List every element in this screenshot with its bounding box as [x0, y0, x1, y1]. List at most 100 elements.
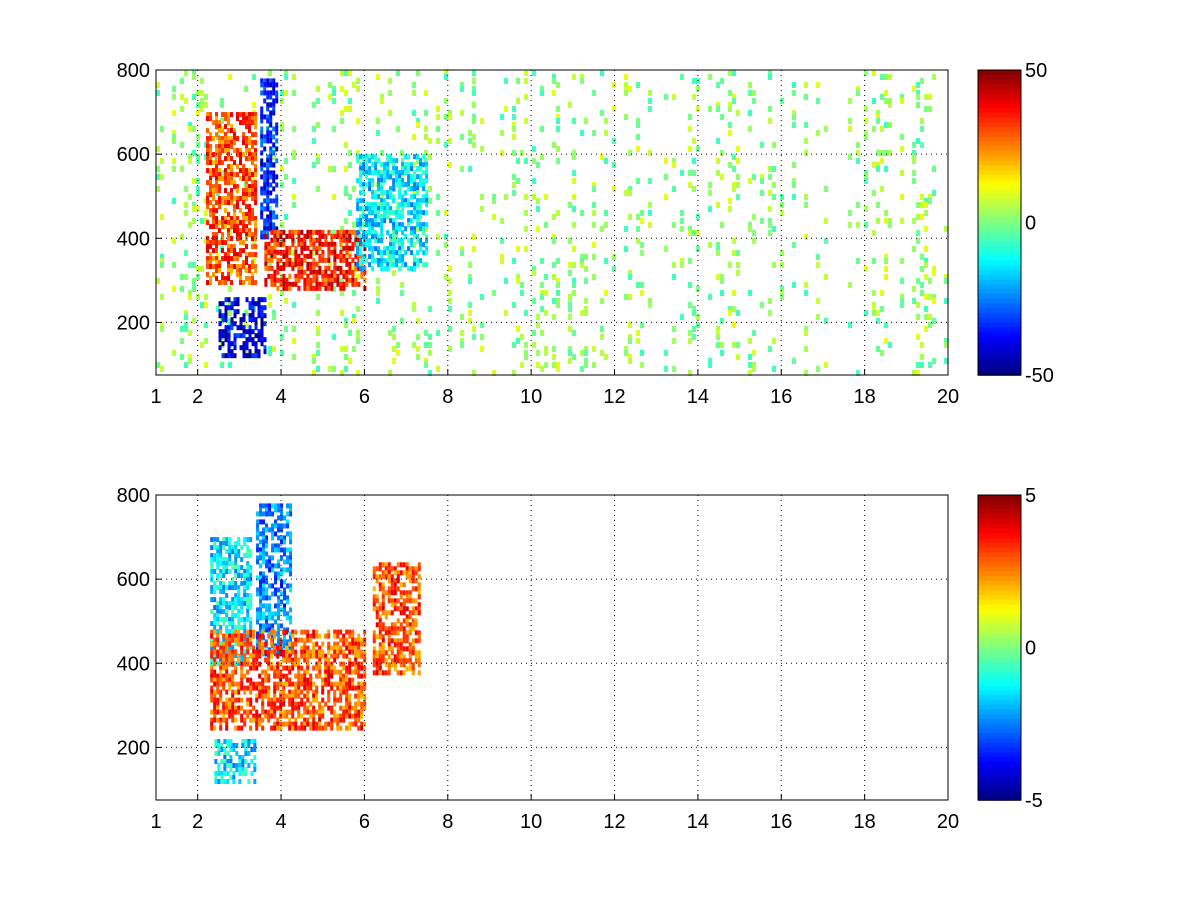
- heatmap-cell: [390, 578, 394, 584]
- heatmap-cell: [390, 626, 394, 632]
- heatmap-cell: [378, 614, 382, 620]
- heatmap-cell: [219, 669, 223, 675]
- heatmap-cell: [279, 661, 283, 667]
- heatmap-cell: [215, 184, 219, 190]
- heatmap-cell: [222, 581, 226, 587]
- heatmap-cell: [368, 230, 372, 236]
- colorbar-swatch: [978, 633, 1021, 639]
- heatmap-cell: [270, 281, 274, 287]
- heatmap-cell: [273, 281, 277, 287]
- heatmap-cell: [760, 174, 764, 180]
- heatmap-cell: [231, 713, 235, 719]
- heatmap-cell: [218, 184, 222, 190]
- heatmap-cell: [233, 128, 237, 134]
- heatmap-cell: [241, 759, 245, 764]
- heatmap-cell: [269, 122, 273, 128]
- heatmap-cell: [219, 581, 223, 587]
- heatmap-cell: [249, 641, 253, 647]
- heatmap-cell: [282, 281, 286, 287]
- heatmap-cell: [272, 314, 276, 320]
- heatmap-cell: [219, 697, 223, 703]
- colorbar-swatch: [978, 293, 1021, 300]
- heatmap-cell: [383, 198, 387, 204]
- heatmap-cell: [340, 246, 344, 252]
- heatmap-cell: [285, 665, 289, 671]
- heatmap-cell: [231, 673, 235, 679]
- heatmap-cell: [365, 222, 369, 228]
- heatmap-cell: [222, 561, 226, 567]
- heatmap-cell: [536, 362, 540, 368]
- heatmap-cell: [408, 654, 412, 660]
- heatmap-cell: [900, 298, 904, 304]
- heatmap-cell: [648, 210, 652, 216]
- heatmap-cell: [688, 170, 692, 176]
- heatmap-cell: [233, 132, 237, 138]
- heatmap-cell: [640, 350, 644, 356]
- heatmap-cell: [444, 274, 448, 280]
- heatmap-cell: [204, 294, 208, 300]
- heatmap-cell: [306, 229, 310, 235]
- heatmap-cell: [371, 182, 375, 188]
- heatmap-cell: [339, 681, 343, 687]
- heatmap-cell: [272, 134, 276, 140]
- heatmap-cell: [372, 646, 376, 652]
- heatmap-cell: [291, 261, 295, 267]
- heatmap-cell: [254, 164, 258, 170]
- heatmap-cell: [237, 657, 241, 663]
- heatmap-cell: [160, 254, 164, 260]
- heatmap-cell: [192, 262, 196, 268]
- heatmap-cell: [374, 230, 378, 236]
- heatmap-cell: [333, 241, 337, 247]
- heatmap-cell: [229, 759, 233, 764]
- colorbar-swatch: [978, 227, 1021, 233]
- heatmap-cell: [492, 290, 496, 296]
- heatmap-cell: [220, 362, 224, 368]
- heatmap-cell: [260, 166, 264, 172]
- colorbar-swatch: [978, 666, 1021, 673]
- heatmap-cell: [340, 278, 344, 284]
- heatmap-cell: [424, 362, 428, 368]
- heatmap-cell: [243, 589, 247, 595]
- heatmap-cell: [229, 767, 233, 772]
- heatmap-cell: [384, 590, 388, 596]
- heatmap-cell: [228, 318, 232, 324]
- heatmap-cell: [816, 130, 820, 136]
- heatmap-cell: [264, 669, 268, 675]
- heatmap-cell: [282, 709, 286, 715]
- heatmap-cell: [804, 234, 808, 240]
- heatmap-cell: [276, 681, 280, 687]
- heatmap-cell: [280, 591, 284, 597]
- heatmap-cell: [332, 86, 336, 92]
- heatmap-cell: [342, 717, 346, 723]
- heatmap-cell: [408, 566, 412, 572]
- heatmap-cell: [279, 713, 283, 719]
- colorbar-swatch: [978, 604, 1021, 611]
- heatmap-cell: [375, 594, 379, 600]
- heatmap-cell: [228, 581, 232, 587]
- heatmap-cell: [472, 142, 476, 148]
- heatmap-cell: [292, 202, 296, 208]
- heatmap-cell: [222, 573, 226, 579]
- heatmap-cell: [242, 349, 246, 355]
- heatmap-cell: [291, 705, 295, 711]
- heatmap-cell: [363, 269, 367, 275]
- heatmap-cell: [321, 257, 325, 263]
- heatmap-cell: [231, 625, 235, 631]
- heatmap-cell: [254, 124, 258, 130]
- x-tick-label: 10: [520, 386, 542, 408]
- heatmap-cell: [628, 186, 632, 192]
- heatmap-cell: [272, 142, 276, 148]
- heatmap-cell: [768, 298, 772, 304]
- heatmap-cell: [245, 184, 249, 190]
- heatmap-cell: [280, 350, 284, 356]
- heatmap-cell: [792, 242, 796, 248]
- heatmap-cell: [239, 325, 243, 331]
- heatmap-cell: [916, 102, 920, 108]
- heatmap-cell: [249, 677, 253, 683]
- heatmap-cell: [392, 250, 396, 256]
- y-tick-label: 400: [117, 653, 150, 675]
- heatmap-cell: [245, 148, 249, 154]
- heatmap-cell: [628, 354, 632, 360]
- heatmap-cell: [272, 102, 276, 108]
- heatmap-cell: [417, 630, 421, 636]
